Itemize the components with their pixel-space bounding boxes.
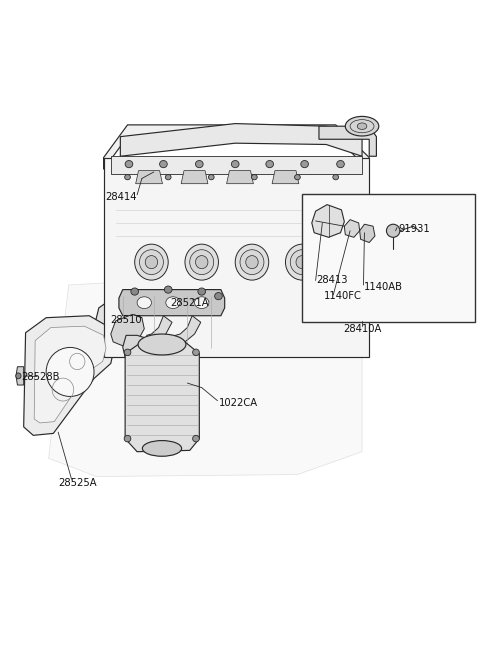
Ellipse shape <box>231 160 239 168</box>
Ellipse shape <box>357 123 367 130</box>
Ellipse shape <box>246 255 258 269</box>
Ellipse shape <box>145 255 157 269</box>
Ellipse shape <box>208 174 214 179</box>
Polygon shape <box>111 314 144 346</box>
Polygon shape <box>104 125 369 171</box>
Ellipse shape <box>131 288 139 295</box>
Ellipse shape <box>135 244 168 280</box>
Polygon shape <box>344 219 360 237</box>
Ellipse shape <box>159 160 167 168</box>
Text: 91931: 91931 <box>398 225 430 234</box>
Ellipse shape <box>252 174 257 179</box>
Ellipse shape <box>16 373 21 379</box>
Ellipse shape <box>295 174 300 179</box>
Ellipse shape <box>190 250 214 274</box>
Ellipse shape <box>192 436 199 442</box>
Polygon shape <box>272 171 299 183</box>
Ellipse shape <box>124 349 131 356</box>
Polygon shape <box>147 316 172 344</box>
Text: 28414: 28414 <box>106 192 137 202</box>
Ellipse shape <box>195 160 203 168</box>
Text: 28521A: 28521A <box>170 297 209 308</box>
Polygon shape <box>34 326 106 423</box>
Text: 28510: 28510 <box>110 314 142 325</box>
Ellipse shape <box>140 250 163 274</box>
Polygon shape <box>312 204 344 237</box>
Ellipse shape <box>286 244 319 280</box>
Ellipse shape <box>138 334 186 355</box>
Ellipse shape <box>195 255 208 269</box>
Ellipse shape <box>124 436 131 442</box>
Polygon shape <box>120 124 362 157</box>
Ellipse shape <box>290 250 314 274</box>
Polygon shape <box>319 126 376 157</box>
Ellipse shape <box>266 160 274 168</box>
Polygon shape <box>360 224 375 242</box>
Polygon shape <box>181 171 208 183</box>
Polygon shape <box>175 316 201 344</box>
Text: 28410A: 28410A <box>343 324 381 334</box>
Ellipse shape <box>215 293 222 300</box>
Polygon shape <box>94 291 234 354</box>
Polygon shape <box>104 158 369 357</box>
Polygon shape <box>48 270 362 477</box>
Polygon shape <box>116 316 137 344</box>
Ellipse shape <box>333 174 338 179</box>
Ellipse shape <box>198 288 205 295</box>
Text: 1022CA: 1022CA <box>218 398 258 407</box>
Ellipse shape <box>235 244 269 280</box>
Polygon shape <box>119 290 225 316</box>
Ellipse shape <box>336 160 344 168</box>
Ellipse shape <box>125 174 131 179</box>
Ellipse shape <box>345 117 379 136</box>
Ellipse shape <box>192 349 199 356</box>
Ellipse shape <box>143 441 181 457</box>
Polygon shape <box>111 157 362 174</box>
Polygon shape <box>125 342 199 452</box>
Ellipse shape <box>301 160 309 168</box>
Text: 28525A: 28525A <box>58 478 97 488</box>
Text: 1140AB: 1140AB <box>363 282 403 292</box>
Polygon shape <box>16 367 24 385</box>
Ellipse shape <box>185 244 218 280</box>
Text: 28413: 28413 <box>317 276 348 286</box>
Ellipse shape <box>194 297 209 309</box>
Ellipse shape <box>166 297 180 309</box>
Ellipse shape <box>137 297 152 309</box>
Bar <box>302 193 475 322</box>
Ellipse shape <box>296 255 309 269</box>
Ellipse shape <box>240 250 264 274</box>
Ellipse shape <box>386 224 400 237</box>
Polygon shape <box>24 316 115 436</box>
Polygon shape <box>227 171 253 183</box>
Text: 1140FC: 1140FC <box>324 291 361 301</box>
Polygon shape <box>136 171 162 183</box>
Ellipse shape <box>125 160 133 168</box>
Ellipse shape <box>46 347 94 396</box>
Ellipse shape <box>164 286 172 293</box>
Polygon shape <box>123 335 161 364</box>
Text: 28528B: 28528B <box>21 371 60 381</box>
Ellipse shape <box>165 174 171 179</box>
